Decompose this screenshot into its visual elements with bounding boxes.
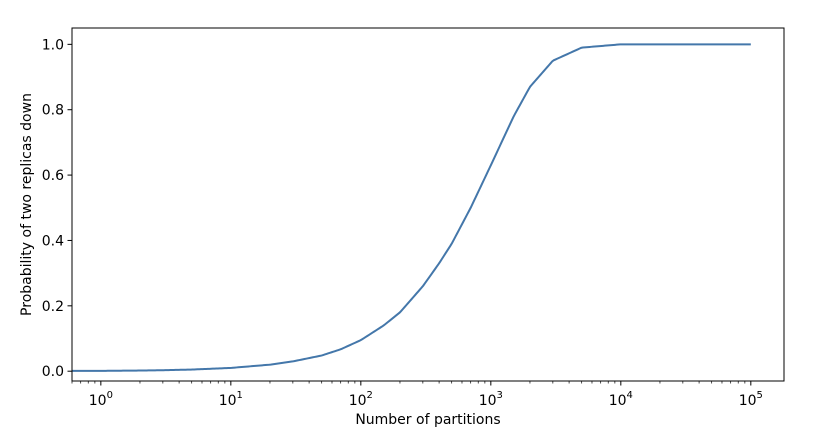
x-tick-exponent: 3 — [497, 390, 503, 401]
y-tick-label: 0.4 — [42, 233, 64, 249]
x-tick-exponent: 4 — [627, 390, 633, 401]
x-tick-base: 10 — [219, 393, 237, 409]
x-tick-label: 100 — [89, 390, 113, 409]
x-tick-exponent: 0 — [107, 390, 113, 401]
y-tick-label: 0.0 — [42, 364, 64, 380]
x-tick-exponent: 1 — [237, 390, 243, 401]
x-tick-base: 10 — [479, 393, 497, 409]
y-axis-ticks: 0.0 0.2 0.4 0.6 0.8 1.0 — [42, 37, 72, 380]
x-tick-base: 10 — [349, 393, 367, 409]
x-tick-label: 104 — [609, 390, 633, 409]
y-tick-label: 0.2 — [42, 299, 64, 315]
y-tick-label: 0.8 — [42, 103, 64, 119]
x-tick-label: 105 — [739, 390, 763, 409]
x-tick-label: 102 — [349, 390, 373, 409]
y-tick-label: 0.6 — [42, 168, 64, 184]
series-line — [72, 43, 751, 372]
x-tick-exponent: 2 — [367, 390, 373, 401]
x-tick-label: 103 — [479, 390, 503, 409]
y-axis-label: Probability of two replicas down — [19, 93, 35, 316]
y-tick-label: 1.0 — [42, 37, 64, 53]
plot-frame — [71, 27, 785, 382]
x-axis-label: Number of partitions — [355, 412, 500, 428]
x-tick-exponent: 5 — [757, 390, 763, 401]
x-tick-base: 10 — [609, 393, 627, 409]
x-tick-base: 10 — [739, 393, 757, 409]
x-tick-base: 10 — [89, 393, 107, 409]
x-tick-label: 101 — [219, 390, 243, 409]
x-axis-ticks: 100 101 102 103 104 105 — [71, 381, 763, 409]
